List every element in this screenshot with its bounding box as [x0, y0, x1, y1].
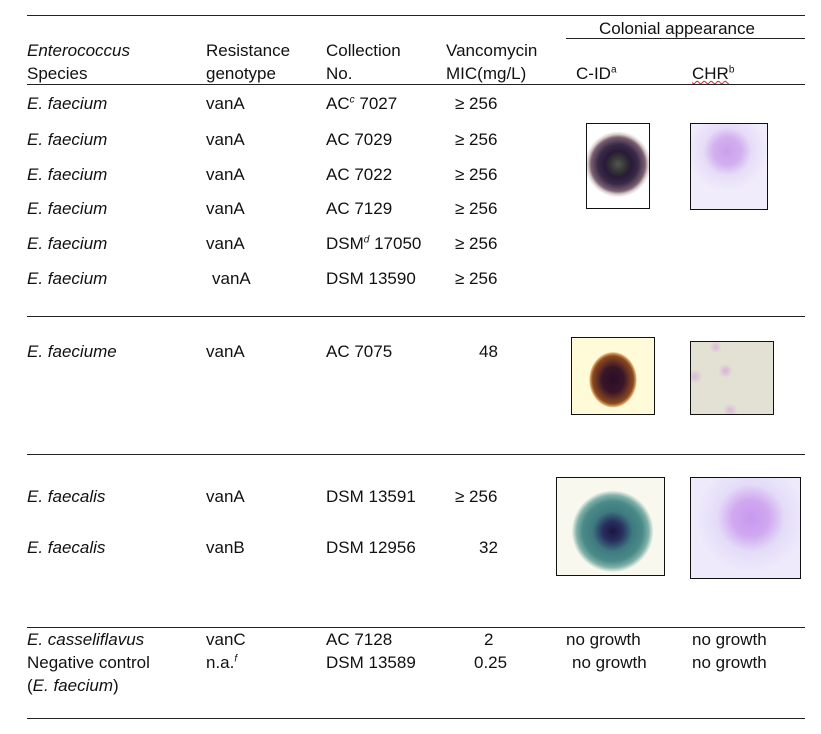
- collection-cell: DSM 12956: [326, 538, 416, 557]
- group-rule: [566, 38, 805, 39]
- cid-cell: no growth: [566, 630, 641, 649]
- collection-cell: DSM 13590: [326, 269, 416, 288]
- species-cell: E. faecalis: [27, 538, 106, 557]
- chr-colony-image-faecalis: [690, 477, 801, 579]
- collection-cell: ACc 7027: [326, 94, 398, 113]
- section-rule: [27, 316, 805, 317]
- species-cell: E. faecium: [27, 199, 108, 218]
- species-cell: E. faecalis: [27, 487, 106, 506]
- collection-header-2: No.: [326, 64, 353, 83]
- header-rule: [27, 84, 805, 85]
- species-cell: Negative control: [27, 653, 150, 672]
- chr-cell: no growth: [692, 630, 767, 649]
- species-cell: E. faecium: [27, 94, 108, 113]
- species-header-1: Enterococcus: [27, 41, 130, 60]
- mic-header-1: Vancomycin: [446, 41, 538, 60]
- collection-cell: AC 7022: [326, 165, 393, 184]
- chr-header: CHRb: [692, 64, 735, 83]
- mic-cell: ≥ 256: [455, 165, 498, 184]
- species-cell: E. faecium: [27, 269, 108, 288]
- species-header-2: Species: [27, 64, 88, 83]
- genotype-cell: vanB: [206, 538, 245, 557]
- chr-cell: no growth: [692, 653, 767, 672]
- mic-cell: ≥ 256: [455, 130, 498, 149]
- colonial-appearance-header: Colonial appearance: [599, 19, 755, 38]
- cid-colony-image-vana: [586, 123, 650, 209]
- genotype-header-1: Resistance: [206, 41, 291, 60]
- cid-colony-image-ac7075: [571, 337, 655, 415]
- mic-cell: ≥ 256: [455, 94, 498, 113]
- cid-header: C-IDa: [576, 64, 617, 83]
- species-cell: E. faecium: [27, 234, 108, 253]
- genotype-cell: vanA: [206, 199, 245, 218]
- cid-cell: no growth: [572, 653, 647, 672]
- genotype-cell: vanA: [206, 234, 245, 253]
- genotype-cell: vanA: [212, 269, 251, 288]
- species-cell: E. faecium: [27, 165, 108, 184]
- chr-colony-image-vana: [690, 123, 768, 210]
- mic-header-2: MIC(mg/L): [446, 64, 527, 83]
- mic-cell: ≥ 256: [455, 234, 498, 253]
- genotype-cell: vanA: [206, 487, 245, 506]
- collection-cell: AC 7128: [326, 630, 393, 649]
- collection-header-1: Collection: [326, 41, 401, 60]
- chr-colony-image-ac7075: [690, 341, 774, 415]
- collection-cell: DSMd 17050: [326, 234, 422, 253]
- genotype-header-2: genotype: [206, 64, 276, 83]
- genotype-cell: vanA: [206, 130, 245, 149]
- genotype-cell: vanA: [206, 342, 245, 361]
- collection-cell: AC 7129: [326, 199, 393, 218]
- species-cell: E. faeciume: [27, 342, 117, 361]
- top-rule: [27, 15, 805, 16]
- genotype-cell: vanA: [206, 94, 245, 113]
- genotype-cell: vanA: [206, 165, 245, 184]
- species-cell-note: (E. faecium): [27, 676, 119, 695]
- cid-colony-image-faecalis: [556, 477, 665, 576]
- mic-cell: ≥ 256: [455, 269, 498, 288]
- species-cell: E. casseliflavus: [27, 630, 145, 649]
- section-rule: [27, 454, 805, 455]
- genotype-cell: vanC: [206, 630, 246, 649]
- mic-cell: 48: [479, 342, 498, 361]
- mic-cell: 2: [484, 630, 494, 649]
- mic-cell: 0.25: [474, 653, 508, 672]
- bottom-rule: [27, 718, 805, 719]
- collection-cell: DSM 13589: [326, 653, 416, 672]
- section-rule: [27, 627, 805, 628]
- genotype-cell: n.a.f: [206, 653, 238, 672]
- collection-cell: DSM 13591: [326, 487, 416, 506]
- mic-cell: ≥ 256: [455, 487, 498, 506]
- species-cell: E. faecium: [27, 130, 108, 149]
- mic-cell: 32: [479, 538, 498, 557]
- collection-cell: AC 7029: [326, 130, 393, 149]
- collection-cell: AC 7075: [326, 342, 393, 361]
- mic-cell: ≥ 256: [455, 199, 498, 218]
